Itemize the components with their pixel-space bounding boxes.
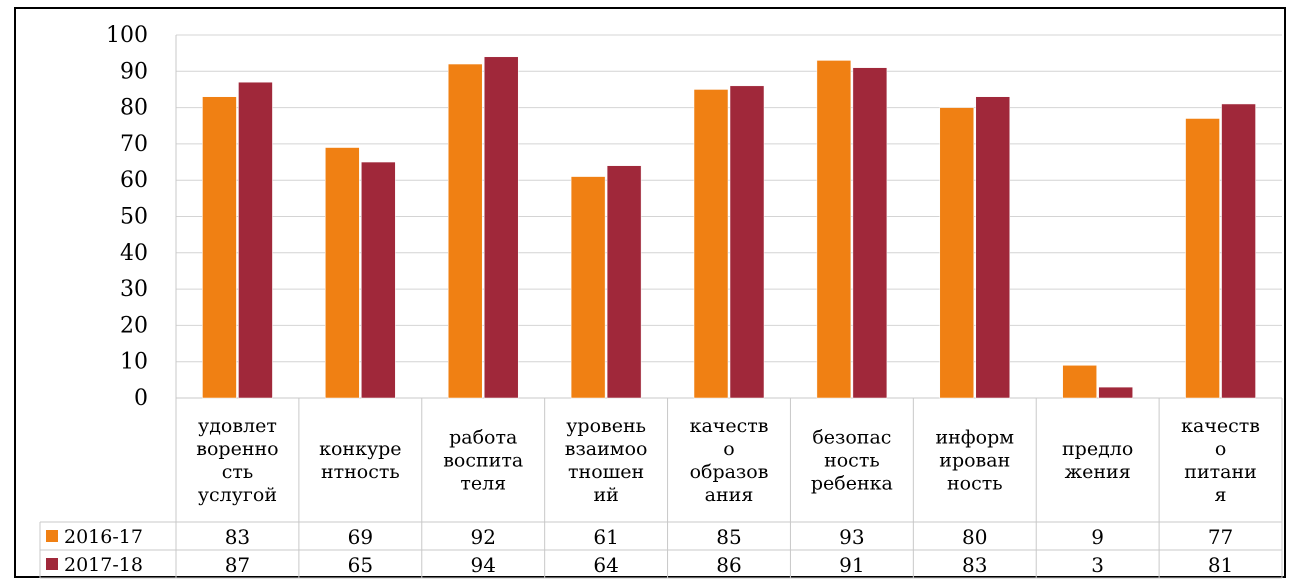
- data-table-cell: 94: [470, 553, 495, 577]
- category-label: я: [1215, 484, 1227, 506]
- bar: [1221, 103, 1256, 399]
- category-label: нтность: [321, 461, 400, 483]
- category-label: жения: [1065, 461, 1131, 483]
- category-label: конкуре: [319, 438, 401, 460]
- category-label: тношен: [568, 461, 644, 483]
- category-label: услугой: [198, 484, 277, 506]
- data-table-cell: 9: [1091, 525, 1104, 549]
- bar: [1185, 118, 1220, 399]
- data-table-cell: 92: [470, 525, 495, 549]
- data-table-cell: 61: [593, 525, 618, 549]
- category-label: предло: [1062, 438, 1133, 460]
- data-table-cell: 87: [225, 553, 250, 577]
- y-tick-label: 30: [120, 277, 148, 302]
- category-label: воренно: [196, 438, 278, 460]
- y-tick-label: 90: [120, 59, 148, 84]
- bar: [939, 107, 975, 399]
- data-table-cell: 85: [716, 525, 741, 549]
- bar: [570, 176, 606, 399]
- data-table-cell: 65: [348, 553, 373, 577]
- category-label: работа: [449, 427, 517, 449]
- category-label: качеств: [1181, 415, 1260, 437]
- data-table-cell: 77: [1208, 525, 1233, 549]
- category-label: теля: [460, 473, 506, 495]
- bar: [483, 56, 519, 399]
- category-label: ность: [824, 450, 880, 472]
- data-table-cell: 86: [716, 553, 741, 577]
- bar: [361, 161, 396, 399]
- y-tick-label: 40: [120, 241, 148, 266]
- y-tick-label: 10: [120, 350, 148, 375]
- category-label: удовлет: [198, 415, 277, 437]
- y-tick-label: 100: [106, 23, 148, 48]
- category-label: взаимоо: [565, 438, 648, 460]
- data-table-cell: 3: [1091, 553, 1104, 577]
- category-label: ания: [705, 484, 754, 506]
- bar: [852, 67, 888, 399]
- y-tick-label: 0: [134, 386, 148, 411]
- legend-label: 2017-18: [64, 554, 143, 576]
- bar: [202, 96, 237, 399]
- category-label: сть: [222, 461, 254, 483]
- data-table-cell: 93: [839, 525, 864, 549]
- bar: [1098, 386, 1133, 399]
- bar: [729, 85, 765, 399]
- data-table-cell: 80: [962, 525, 987, 549]
- y-tick-label: 60: [120, 168, 148, 193]
- y-tick-label: 70: [120, 132, 148, 157]
- category-label: ребенка: [811, 473, 893, 495]
- category-label: ность: [947, 473, 1003, 495]
- bar: [238, 81, 273, 399]
- y-tick-label: 50: [120, 205, 148, 230]
- y-tick-label: 20: [120, 313, 148, 338]
- category-label: воспита: [443, 450, 523, 472]
- y-tick-label: 80: [120, 96, 148, 121]
- legend-label: 2016-17: [64, 526, 143, 548]
- category-label: о: [1215, 438, 1226, 460]
- category-label: информ: [935, 427, 1014, 449]
- data-table-cell: 83: [225, 525, 250, 549]
- data-table-cell: 81: [1208, 553, 1233, 577]
- legend-key: [46, 558, 58, 570]
- category-label: о: [723, 438, 734, 460]
- category-label: ий: [593, 484, 618, 506]
- bar: [1062, 365, 1097, 399]
- bar: [447, 63, 483, 399]
- bar: [816, 60, 852, 399]
- bar: [693, 89, 729, 399]
- bar: [606, 165, 642, 399]
- category-label: образов: [690, 461, 769, 483]
- data-table-cell: 69: [348, 525, 373, 549]
- legend-key: [46, 530, 58, 542]
- category-label: уровень: [566, 415, 646, 437]
- data-table-cell: 64: [593, 553, 618, 577]
- data-table-cell: 83: [962, 553, 987, 577]
- bar: [975, 96, 1011, 399]
- category-label: безопас: [812, 427, 891, 449]
- data-table-cell: 91: [839, 553, 864, 577]
- category-label: питани: [1184, 461, 1257, 483]
- category-label: ирован: [939, 450, 1010, 472]
- category-label: качеств: [690, 415, 769, 437]
- bar: [325, 147, 360, 399]
